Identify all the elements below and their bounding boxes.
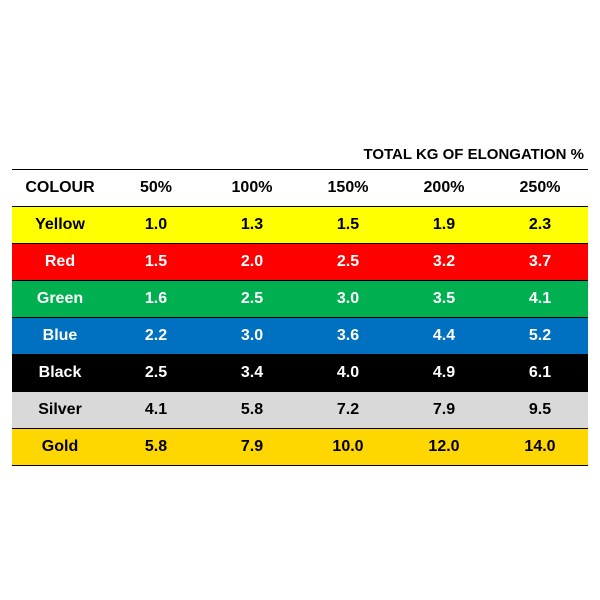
table-cell: 4.9 [396,354,492,392]
table-cell: 5.8 [204,391,300,429]
table-cell: 4.4 [396,317,492,355]
table-cell: 9.5 [492,391,588,429]
table-cell: 14.0 [492,428,588,466]
table-cell: 4.0 [300,354,396,392]
row-colour-label: Yellow [12,206,108,244]
table-cell: 2.3 [492,206,588,244]
table-row-blue: Blue 2.2 3.0 3.6 4.4 5.2 [12,317,588,355]
header-100: 100% [204,170,300,207]
table-cell: 6.1 [492,354,588,392]
row-colour-label: Silver [12,391,108,429]
table-cell: 3.7 [492,243,588,281]
table-row-black: Black 2.5 3.4 4.0 4.9 6.1 [12,354,588,392]
table-cell: 4.1 [492,280,588,318]
table-cell: 2.0 [204,243,300,281]
table-cell: 2.5 [108,354,204,392]
table-cell: 5.2 [492,317,588,355]
table-cell: 2.5 [300,243,396,281]
table-cell: 3.2 [396,243,492,281]
row-colour-label: Blue [12,317,108,355]
table-cell: 1.0 [108,206,204,244]
table-cell: 3.5 [396,280,492,318]
table-cell: 5.8 [108,428,204,466]
row-colour-label: Red [12,243,108,281]
table-cell: 7.9 [204,428,300,466]
header-colour: COLOUR [12,170,108,207]
elongation-table: COLOUR 50% 100% 150% 200% 250% Yellow 1.… [12,170,588,466]
row-colour-label: Black [12,354,108,392]
table-row-yellow: Yellow 1.0 1.3 1.5 1.9 2.3 [12,206,588,244]
table-cell: 7.2 [300,391,396,429]
table-cell: 7.9 [396,391,492,429]
table-row-silver: Silver 4.1 5.8 7.2 7.9 9.5 [12,391,588,429]
table-cell: 1.5 [108,243,204,281]
table-cell: 3.6 [300,317,396,355]
table-cell: 3.0 [300,280,396,318]
table-cell: 10.0 [300,428,396,466]
table-row-red: Red 1.5 2.0 2.5 3.2 3.7 [12,243,588,281]
row-colour-label: Green [12,280,108,318]
header-row: COLOUR 50% 100% 150% 200% 250% [12,170,588,207]
header-250: 250% [492,170,588,207]
header-50: 50% [108,170,204,207]
table-cell: 1.3 [204,206,300,244]
table-cell: 1.9 [396,206,492,244]
table-cell: 3.4 [204,354,300,392]
table-title: TOTAL KG OF ELONGATION % [12,140,588,170]
elongation-table-container: TOTAL KG OF ELONGATION % COLOUR 50% 100%… [12,140,588,466]
table-cell: 1.6 [108,280,204,318]
table-cell: 4.1 [108,391,204,429]
header-200: 200% [396,170,492,207]
table-cell: 1.5 [300,206,396,244]
table-row-green: Green 1.6 2.5 3.0 3.5 4.1 [12,280,588,318]
table-cell: 12.0 [396,428,492,466]
row-colour-label: Gold [12,428,108,466]
header-150: 150% [300,170,396,207]
table-cell: 2.5 [204,280,300,318]
table-cell: 3.0 [204,317,300,355]
table-row-gold: Gold 5.8 7.9 10.0 12.0 14.0 [12,428,588,466]
table-cell: 2.2 [108,317,204,355]
